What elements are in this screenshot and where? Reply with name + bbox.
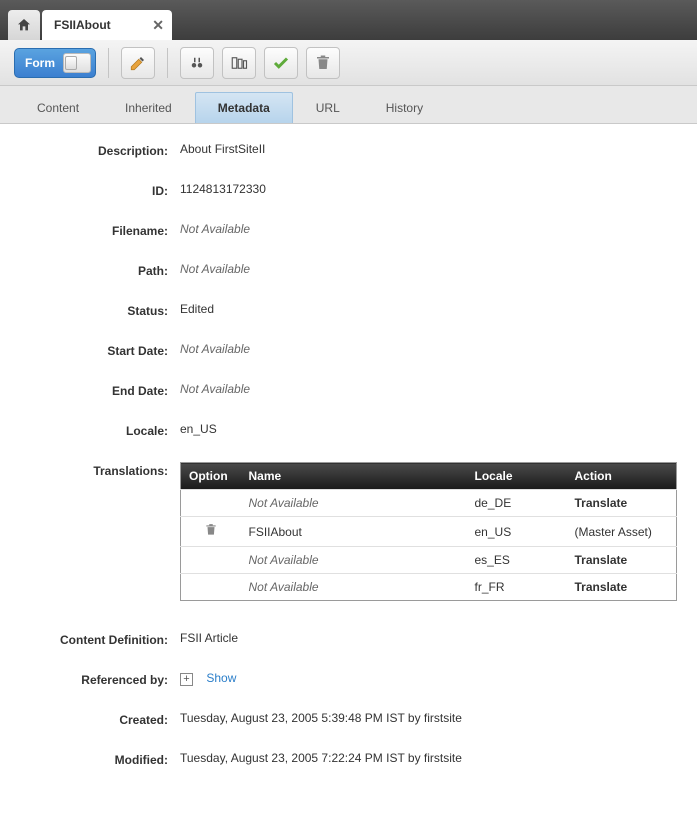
toggle-switch[interactable] [63,53,91,73]
locale-cell: de_DE [467,490,567,517]
option-cell [181,574,241,601]
tab-metadata[interactable]: Metadata [195,92,293,123]
locale-cell: es_ES [467,547,567,574]
option-cell [181,547,241,574]
form-toggle[interactable]: Form [14,48,96,78]
end-date-label: End Date: [20,382,180,398]
created-value: Tuesday, August 23, 2005 5:39:48 PM IST … [180,711,677,725]
table-row: FSIIAbouten_US(Master Asset) [181,517,677,547]
status-value: Edited [180,302,677,316]
name-cell: Not Available [241,547,467,574]
modified-label: Modified: [20,751,180,767]
name-cell: FSIIAbout [241,517,467,547]
preview-button[interactable] [222,47,256,79]
tab-title: FSIIAbout [54,18,111,32]
th-option: Option [181,463,241,490]
show-link[interactable]: Show [206,671,236,685]
filename-value: Not Available [180,222,677,236]
tab-history[interactable]: History [363,92,446,123]
translations-label: Translations: [20,462,180,478]
expand-button[interactable]: + [180,673,193,686]
document-tab[interactable]: FSIIAbout ✕ [42,10,172,40]
edit-button[interactable] [121,47,155,79]
locale-cell: fr_FR [467,574,567,601]
filename-label: Filename: [20,222,180,238]
close-icon[interactable]: ✕ [152,17,164,34]
description-label: Description: [20,142,180,158]
option-cell [181,490,241,517]
check-icon [272,54,290,72]
description-value: About FirstSiteII [180,142,677,156]
delete-button[interactable] [306,47,340,79]
th-locale: Locale [467,463,567,490]
tab-content[interactable]: Content [14,92,102,123]
content-definition-label: Content Definition: [20,631,180,647]
action-cell[interactable]: Translate [567,547,677,574]
action-cell[interactable]: Translate [567,490,677,517]
trash-icon[interactable] [204,523,218,537]
start-date-value: Not Available [180,342,677,356]
end-date-value: Not Available [180,382,677,396]
pencil-icon [129,54,147,72]
action-cell: (Master Asset) [567,517,677,547]
id-value: 1124813172330 [180,182,677,196]
locale-label: Locale: [20,422,180,438]
created-label: Created: [20,711,180,727]
name-cell: Not Available [241,490,467,517]
table-row: Not Availablede_DETranslate [181,490,677,517]
modified-value: Tuesday, August 23, 2005 7:22:24 PM IST … [180,751,677,765]
trash-icon [314,54,332,72]
home-tab[interactable] [8,10,40,40]
id-label: ID: [20,182,180,198]
th-action: Action [567,463,677,490]
table-row: Not Availablees_ESTranslate [181,547,677,574]
binoculars-icon [188,54,206,72]
name-cell: Not Available [241,574,467,601]
form-label: Form [25,56,55,70]
tab-url[interactable]: URL [293,92,363,123]
home-icon [16,17,32,33]
divider [108,48,109,78]
option-cell[interactable] [181,517,241,547]
action-cell[interactable]: Translate [567,574,677,601]
tab-inherited[interactable]: Inherited [102,92,195,123]
path-value: Not Available [180,262,677,276]
referenced-by-label: Referenced by: [20,671,180,687]
translations-table: Option Name Locale Action Not Availabled… [180,462,677,601]
locale-cell: en_US [467,517,567,547]
devices-icon [230,54,248,72]
th-name: Name [241,463,467,490]
divider [167,48,168,78]
approve-button[interactable] [264,47,298,79]
locale-value: en_US [180,422,677,436]
table-row: Not Availablefr_FRTranslate [181,574,677,601]
start-date-label: Start Date: [20,342,180,358]
search-button[interactable] [180,47,214,79]
path-label: Path: [20,262,180,278]
content-definition-value: FSII Article [180,631,677,645]
status-label: Status: [20,302,180,318]
